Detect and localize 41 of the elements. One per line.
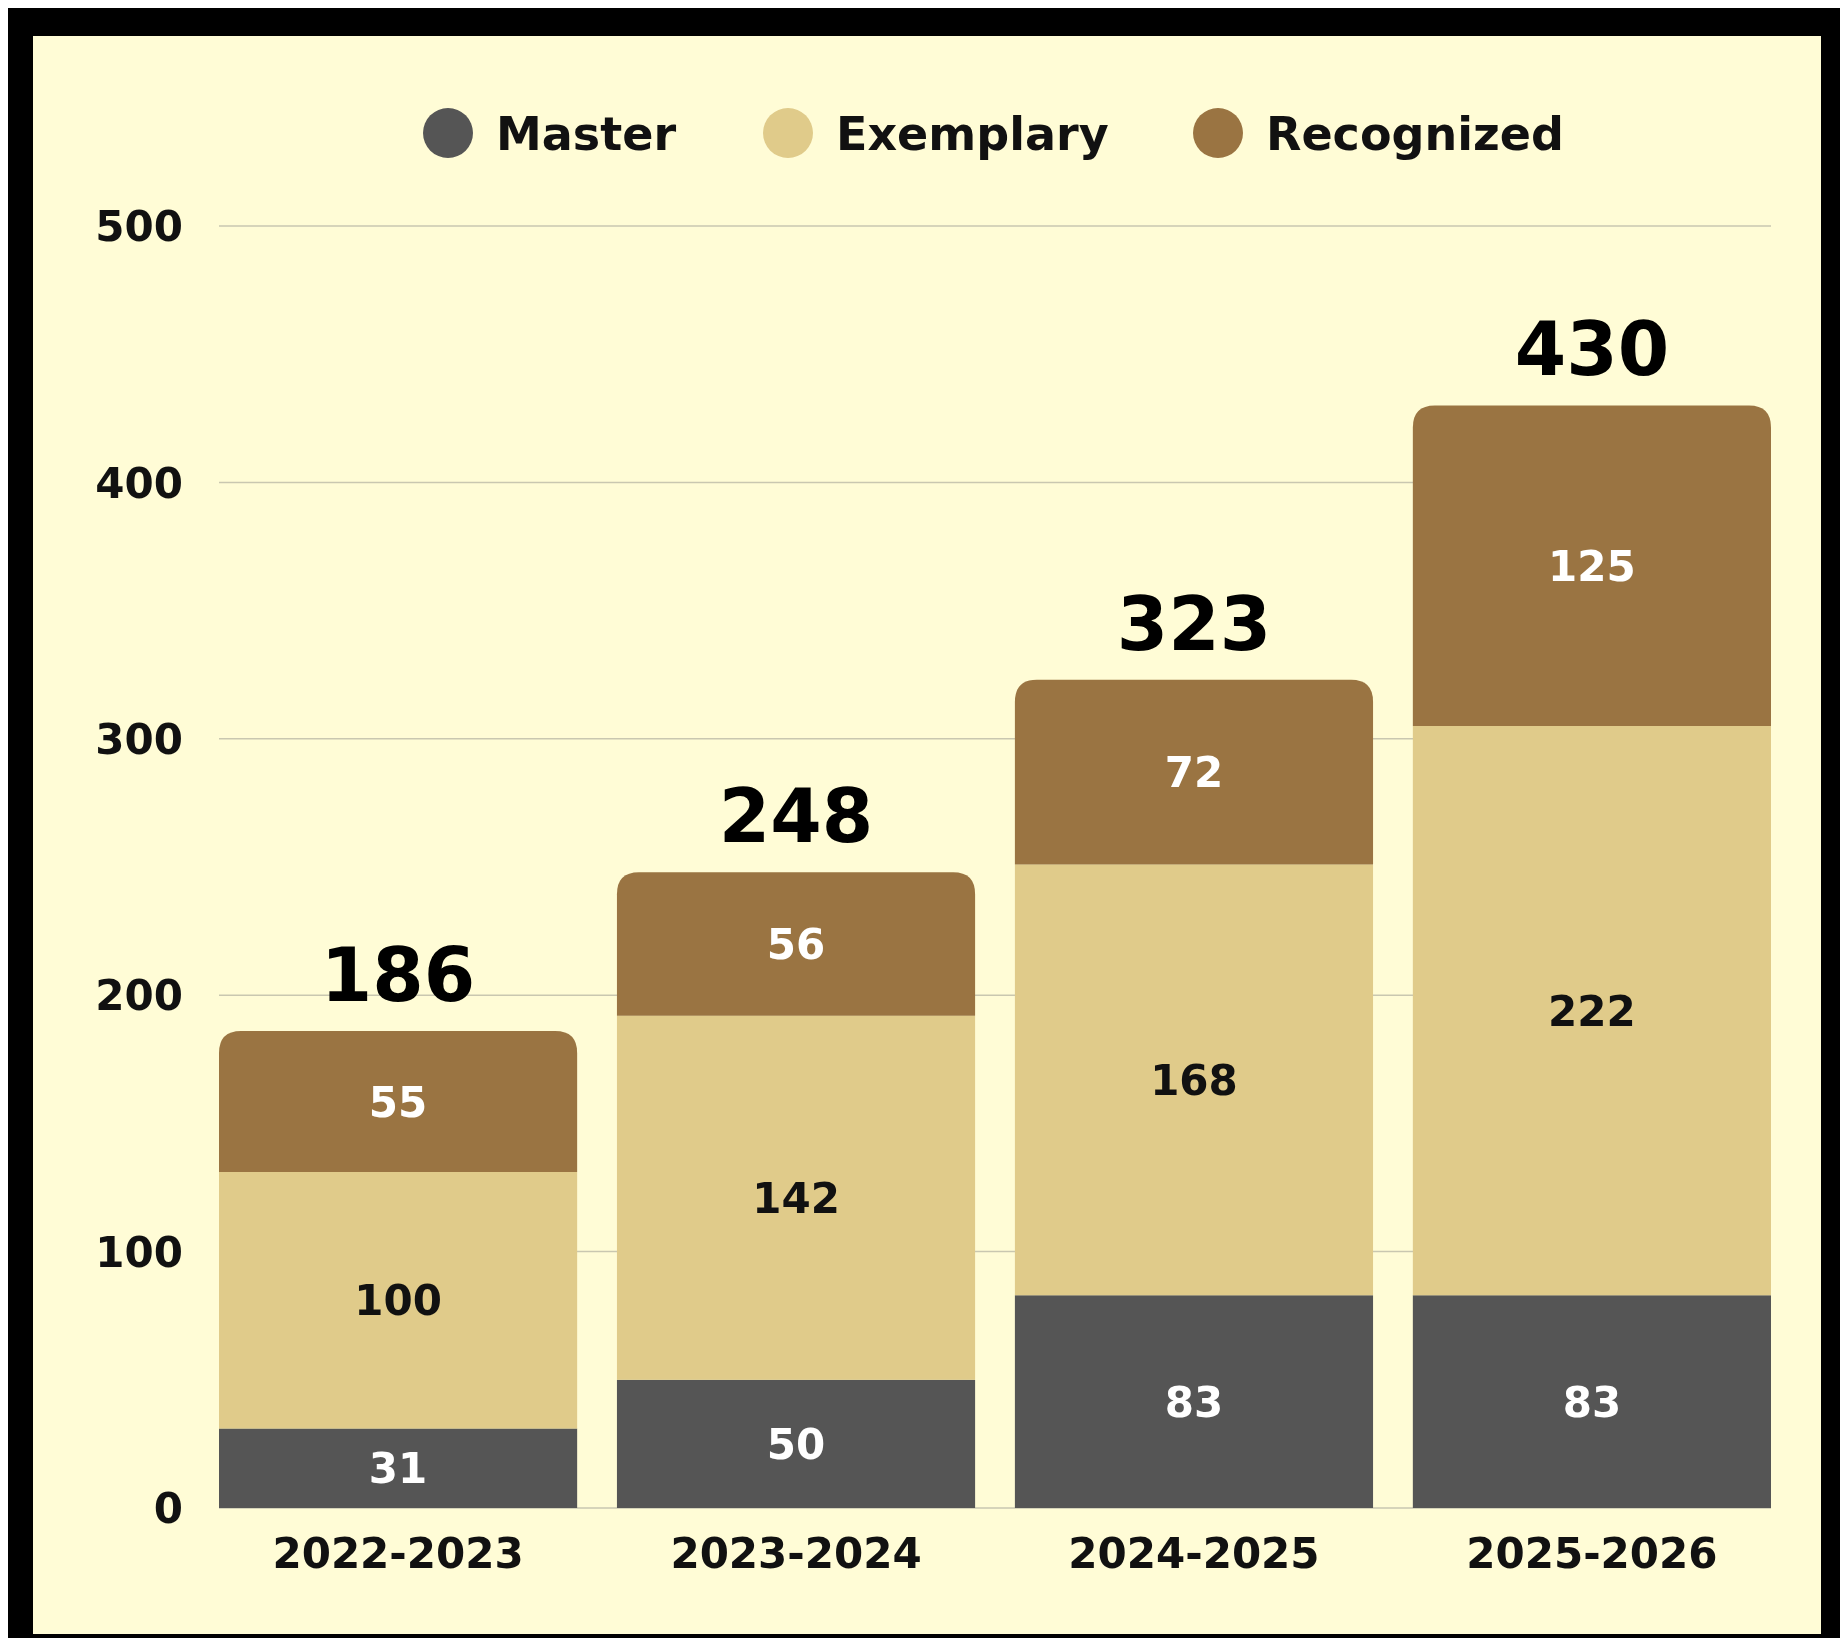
legend-label: Recognized — [1266, 106, 1564, 161]
y-tick-label: 100 — [95, 1227, 183, 1277]
data-label: 100 — [354, 1276, 442, 1326]
bar — [1412, 1295, 1771, 1508]
x-tick-label: 2023-2024 — [670, 1529, 922, 1579]
x-tick-label: 2022-2023 — [272, 1529, 524, 1579]
legend-label: Master — [496, 106, 677, 161]
y-tick-label: 200 — [95, 971, 183, 1021]
data-label: 83 — [1164, 1377, 1224, 1427]
data-label: 125 — [1548, 541, 1636, 591]
bar — [1014, 864, 1374, 1296]
data-label: 50 — [766, 1420, 826, 1470]
bar — [616, 1379, 976, 1508]
bar — [219, 1428, 578, 1508]
data-label: 55 — [368, 1077, 428, 1127]
bar — [1412, 725, 1771, 1296]
y-tick-label: 400 — [95, 458, 183, 508]
legend-label: Exemplary — [836, 106, 1109, 161]
y-tick-label: 300 — [95, 714, 183, 764]
y-tick-label: 0 — [153, 1484, 183, 1534]
data-label: 31 — [368, 1444, 428, 1494]
data-label: 72 — [1164, 748, 1224, 798]
total-label: 248 — [718, 773, 874, 860]
data-label: 56 — [766, 920, 826, 970]
bar — [616, 872, 976, 1016]
total-label: 186 — [320, 932, 476, 1019]
bar — [1014, 679, 1374, 865]
total-label: 430 — [1514, 306, 1670, 393]
bar — [616, 1015, 976, 1380]
bar — [1412, 405, 1771, 726]
x-tick-label: 2024-2025 — [1068, 1529, 1320, 1579]
y-tick-label: 500 — [95, 202, 183, 252]
total-label: 323 — [1116, 580, 1272, 667]
data-label: 222 — [1548, 986, 1636, 1036]
data-label: 142 — [752, 1173, 840, 1223]
x-tick-label: 2025-2026 — [1466, 1529, 1718, 1579]
bar — [219, 1172, 578, 1429]
bar — [1014, 1295, 1374, 1508]
bar — [219, 1031, 578, 1173]
data-label: 168 — [1150, 1055, 1238, 1105]
data-label: 83 — [1562, 1377, 1622, 1427]
